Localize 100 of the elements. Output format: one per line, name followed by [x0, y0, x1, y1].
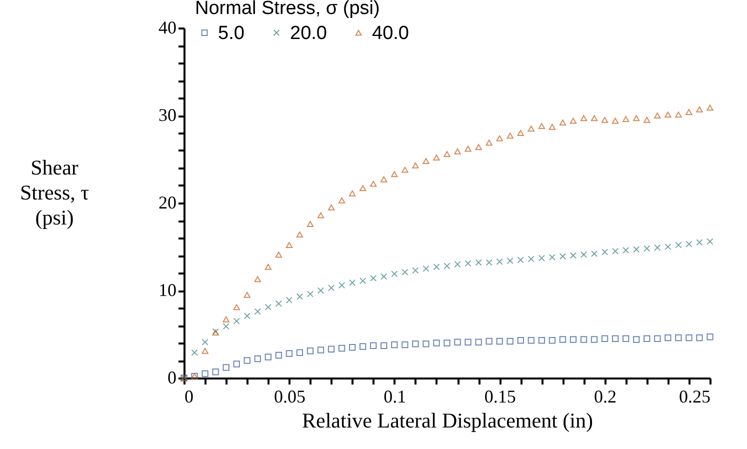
point	[328, 284, 335, 292]
point	[254, 276, 261, 282]
point	[412, 340, 419, 348]
point	[306, 348, 314, 354]
point	[486, 140, 492, 146]
point	[506, 257, 514, 264]
point	[275, 300, 282, 307]
point	[402, 341, 408, 348]
point	[444, 340, 450, 346]
point	[538, 337, 546, 344]
legend-label: 20.0	[290, 22, 327, 44]
point	[370, 180, 377, 187]
point	[370, 342, 377, 349]
point	[590, 250, 598, 258]
point	[264, 304, 272, 310]
point	[496, 338, 503, 345]
point	[296, 349, 304, 356]
point	[454, 260, 461, 268]
point	[601, 335, 608, 342]
point	[422, 265, 430, 272]
point	[328, 346, 335, 352]
point	[686, 240, 692, 248]
x-tick-label: 0	[184, 386, 194, 406]
point	[222, 316, 230, 322]
point	[444, 151, 450, 157]
point	[475, 259, 482, 266]
point	[191, 349, 198, 356]
point	[706, 334, 714, 340]
point	[338, 344, 346, 352]
point	[464, 260, 472, 267]
point	[601, 248, 608, 256]
point	[360, 185, 366, 192]
point	[686, 109, 692, 115]
point	[244, 292, 250, 298]
point	[360, 278, 366, 284]
y-tick-label: 30	[158, 105, 176, 125]
x-tick-label: 0.2	[594, 386, 617, 406]
point	[496, 135, 503, 142]
legend-label: 5.0	[218, 22, 244, 44]
point	[464, 338, 472, 346]
x-tick-label: 0.15	[484, 386, 516, 406]
point	[222, 323, 230, 330]
point	[644, 116, 650, 123]
point	[486, 338, 492, 345]
y-tick-label: 10	[158, 280, 176, 300]
y-axis-title: Shear Stress, τ (psi)	[20, 156, 90, 230]
point	[654, 335, 661, 342]
point	[675, 242, 682, 248]
point	[254, 308, 261, 315]
x-tick-label: 0.05	[274, 386, 306, 406]
point	[548, 254, 556, 261]
point	[233, 318, 240, 324]
point	[506, 338, 514, 345]
point	[380, 342, 388, 349]
point	[696, 239, 703, 246]
y-tick-label: 40	[158, 18, 176, 38]
point	[296, 232, 304, 238]
point	[244, 357, 250, 364]
point	[391, 270, 398, 278]
point	[528, 256, 534, 262]
point	[706, 238, 714, 245]
point	[570, 118, 577, 124]
point	[348, 190, 356, 196]
point	[654, 112, 661, 118]
point	[370, 274, 377, 282]
point	[664, 112, 672, 118]
point	[675, 334, 682, 342]
point	[664, 243, 672, 250]
point	[422, 158, 430, 164]
point	[570, 336, 577, 343]
y-tick-label: 20	[158, 192, 176, 212]
point	[296, 293, 304, 300]
point	[202, 348, 208, 354]
point	[454, 338, 461, 346]
point	[433, 340, 440, 346]
point	[696, 106, 703, 112]
point	[590, 115, 598, 122]
point	[475, 338, 482, 346]
x-tick-label: 0.1	[384, 386, 406, 406]
point	[622, 335, 630, 342]
point	[338, 197, 346, 204]
point	[212, 368, 219, 376]
point	[486, 259, 492, 266]
point	[222, 364, 230, 371]
point	[402, 268, 408, 276]
point	[506, 132, 514, 139]
point	[464, 146, 472, 152]
point	[348, 344, 356, 351]
point	[612, 335, 619, 342]
point	[548, 337, 556, 344]
point	[286, 296, 293, 304]
point	[664, 334, 672, 342]
point	[633, 246, 640, 253]
point	[264, 354, 272, 360]
point	[580, 251, 588, 258]
point	[391, 341, 398, 348]
point	[202, 370, 208, 377]
point	[348, 279, 356, 286]
point	[686, 334, 692, 342]
point	[644, 335, 650, 342]
